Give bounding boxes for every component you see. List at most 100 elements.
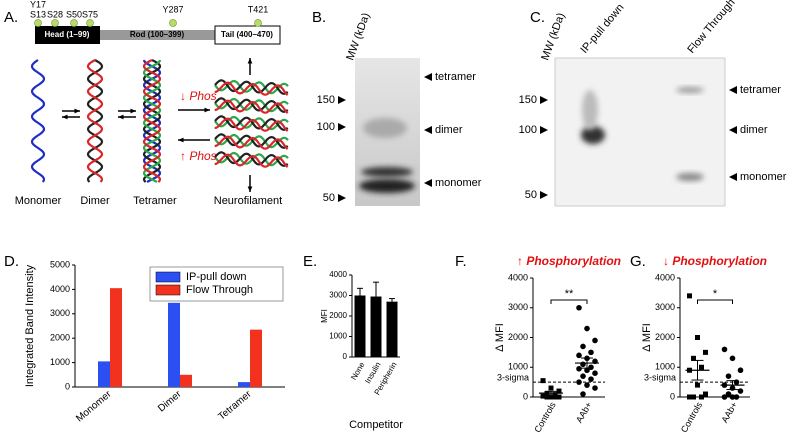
stage-label: Dimer (80, 195, 110, 207)
y-tick-label: 0 (670, 391, 675, 401)
bar (110, 288, 122, 387)
y-tick-label: 0 (65, 381, 70, 391)
band-arrow (424, 73, 432, 81)
panel-label: A. (4, 9, 18, 26)
lane-label: IP-pull down (578, 2, 626, 56)
site-label: Y17 (30, 0, 46, 9)
panel-label: D. (4, 253, 19, 270)
domain-label: Tail (400–470) (221, 30, 273, 39)
bar (180, 374, 192, 387)
bar (370, 296, 382, 357)
data-point (691, 355, 696, 361)
marker-label: 150 (317, 94, 335, 106)
arrow-head (204, 107, 210, 113)
helix (142, 59, 162, 183)
helix (214, 153, 289, 168)
lane-label: Flow Through (685, 0, 737, 56)
marker-label: 100 (519, 124, 537, 136)
y-tick-label: 2000 (329, 311, 347, 320)
y-tick-label: 2000 (50, 333, 70, 343)
y-tick-label: 4000 (508, 272, 528, 282)
threshold-label: 3-sigma (497, 373, 529, 383)
arrow-head (247, 186, 253, 192)
blot-band (582, 90, 598, 130)
y-tick-label: 1000 (329, 332, 347, 341)
data-point (584, 382, 590, 388)
y-tick-label: 0 (523, 391, 528, 401)
data-point (729, 355, 736, 362)
data-point (556, 388, 562, 394)
helix (86, 59, 104, 183)
bar (238, 382, 250, 387)
helix (142, 59, 162, 183)
site-label: S28 (47, 9, 63, 19)
data-point (725, 391, 732, 397)
band-label: tetramer (740, 84, 781, 96)
domain-label: Head (1–99) (45, 30, 90, 39)
y-axis-label: Integrated Band Intensity (24, 264, 36, 387)
data-point (548, 394, 554, 400)
helix (86, 59, 104, 183)
y-tick-label: 4000 (329, 270, 347, 279)
x-tick-label: Controls (679, 400, 705, 434)
chart-title: ↓ Phosphorylation (663, 254, 767, 268)
marker-arrow (338, 123, 346, 131)
data-point (584, 367, 590, 374)
domain-label: Rod (100–399) (130, 30, 185, 39)
arrow-head (130, 108, 136, 114)
phospho-site (70, 19, 78, 27)
legend-swatch (155, 284, 181, 296)
blot-band (359, 179, 415, 193)
data-point (588, 349, 594, 356)
arrow-head (62, 114, 68, 120)
data-point (703, 349, 708, 355)
legend-label: Flow Through (186, 284, 253, 296)
y-tick-label: 1000 (508, 362, 528, 372)
significance-label: ** (565, 288, 574, 300)
stage-label: Monomer (15, 195, 62, 207)
site-label: S75 (82, 9, 98, 19)
data-point (687, 394, 692, 400)
blot-band (676, 173, 704, 181)
phos-label: ↓ Phos (180, 89, 217, 103)
x-tick-label: Dimer (156, 388, 184, 414)
axis-label: MW (kDa) (344, 11, 372, 62)
arrow-head (74, 108, 80, 114)
data-point (592, 337, 598, 344)
bar (250, 329, 262, 387)
phospho-site (254, 19, 262, 27)
y-tick-label: 3000 (50, 308, 70, 318)
panel-label: B. (312, 9, 326, 26)
data-point (576, 365, 582, 372)
marker-label: 50 (525, 189, 537, 201)
blot-band (581, 126, 605, 144)
data-point (733, 394, 740, 400)
helix (214, 117, 289, 132)
phospho-site (34, 19, 42, 27)
data-point (580, 373, 586, 379)
head-domain (35, 26, 100, 44)
data-point (584, 325, 590, 332)
marker-arrow (338, 96, 346, 104)
site-label: S13 (30, 9, 46, 19)
data-point (721, 394, 728, 400)
phospho-site (51, 19, 59, 27)
x-tick-label: Tetramer (216, 388, 254, 422)
x-tick-label: AAb+ (719, 400, 739, 424)
y-tick-label: 0 (343, 352, 348, 361)
y-tick-label: 1000 (50, 357, 70, 367)
arrow-head (247, 58, 253, 64)
data-point (540, 378, 546, 384)
band-arrow (729, 86, 737, 94)
data-point (687, 293, 692, 299)
y-tick-label: 3000 (329, 291, 347, 300)
y-tick-label: 3000 (508, 302, 528, 312)
data-point (548, 385, 554, 391)
site-label: S50 (66, 9, 82, 19)
legend-label: IP-pull down (186, 271, 247, 283)
bar (168, 302, 180, 387)
data-point (552, 394, 558, 400)
stage-label: Tetramer (133, 195, 177, 207)
panel-label: G. (630, 253, 646, 270)
